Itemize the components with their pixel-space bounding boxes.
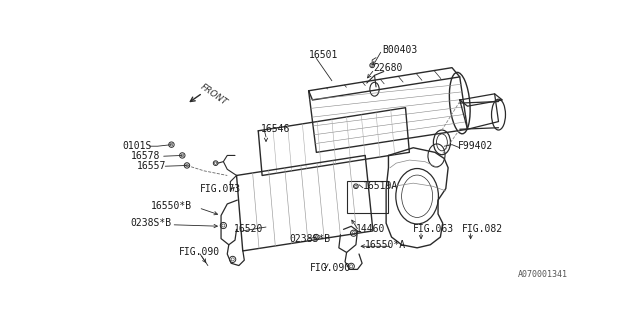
Text: 0238S*B: 0238S*B bbox=[131, 218, 172, 228]
Text: FIG.090: FIG.090 bbox=[309, 263, 351, 273]
Text: FRONT: FRONT bbox=[198, 82, 228, 107]
Text: FIG.073: FIG.073 bbox=[200, 184, 241, 194]
Text: 16501: 16501 bbox=[308, 50, 338, 60]
Text: B00403: B00403 bbox=[382, 45, 417, 55]
Text: 16578: 16578 bbox=[131, 151, 161, 161]
Text: 16550*B: 16550*B bbox=[150, 201, 191, 211]
Text: 16550*A: 16550*A bbox=[364, 240, 406, 250]
Text: A070001341: A070001341 bbox=[518, 270, 568, 279]
Text: F99402: F99402 bbox=[458, 141, 493, 151]
Text: 16519A: 16519A bbox=[363, 181, 398, 191]
Text: 16557: 16557 bbox=[138, 161, 167, 171]
Text: FIG.063: FIG.063 bbox=[413, 224, 454, 234]
Text: 22680: 22680 bbox=[373, 63, 403, 73]
Text: 16546: 16546 bbox=[260, 124, 290, 134]
Text: 0238S*B: 0238S*B bbox=[289, 234, 330, 244]
Text: 14460: 14460 bbox=[356, 224, 385, 234]
Text: 0101S: 0101S bbox=[123, 141, 152, 151]
Text: 16520: 16520 bbox=[234, 224, 263, 234]
Text: FIG.090: FIG.090 bbox=[179, 247, 220, 258]
Bar bbox=[348, 181, 388, 213]
Text: FIG.082: FIG.082 bbox=[462, 224, 503, 234]
